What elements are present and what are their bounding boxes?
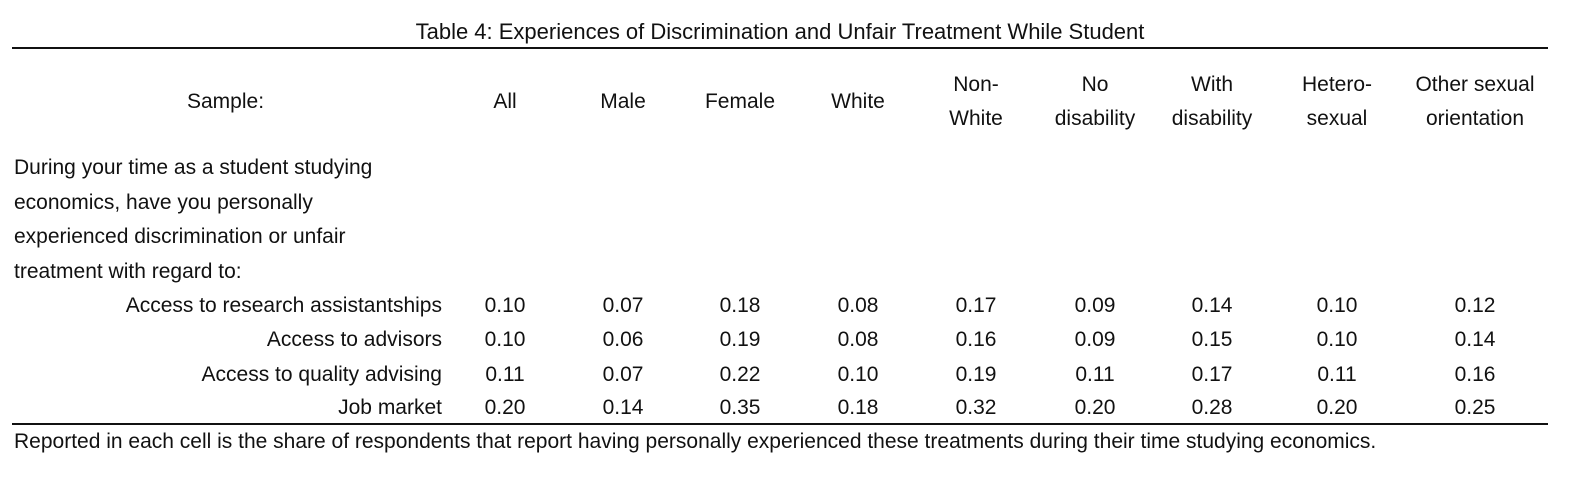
column-header-with-disability: With disability: [1157, 68, 1267, 136]
table-cell: 0.08: [837, 328, 879, 351]
column-header-line: Other sexual: [1415, 73, 1535, 96]
column-header-line: disability: [1054, 107, 1136, 130]
table-cell: 0.20: [1074, 396, 1116, 419]
column-header-line: Non-: [953, 73, 999, 96]
table-cell: 0.07: [602, 363, 644, 386]
column-header-line: Hetero-: [1301, 73, 1373, 96]
table-cell: 0.14: [1191, 294, 1233, 317]
table-cell: 0.18: [719, 294, 761, 317]
table-cell: 0.18: [837, 396, 879, 419]
column-header-line: White: [949, 107, 1003, 130]
question-line: treatment with regard to:: [14, 259, 242, 283]
question-line: experienced discrimination or unfair: [14, 225, 346, 248]
top-rule: [12, 47, 1548, 49]
table-cell: 0.15: [1191, 328, 1233, 351]
table-cell: 0.06: [602, 328, 644, 351]
question-line: During your time as a student studying: [14, 156, 373, 179]
column-header-all: All: [465, 85, 545, 119]
column-header-line: Male: [600, 90, 646, 113]
bottom-rule: [12, 423, 1548, 425]
column-header-no-disability: No disability: [1040, 68, 1150, 136]
table-cell: 0.19: [955, 363, 997, 386]
table-cell: 0.10: [1316, 294, 1358, 317]
table-cell: 0.20: [484, 396, 526, 419]
table-cell: 0.11: [1317, 363, 1357, 386]
row-label-job-market: Job market: [338, 396, 442, 419]
column-header-line: All: [493, 90, 517, 113]
table-cell: 0.17: [1191, 363, 1233, 386]
column-header-other-sexual-orientation: Other sexual orientation: [1400, 68, 1550, 136]
table-cell: 0.10: [1316, 328, 1358, 351]
row-label-research-assistantships: Access to research assistantships: [125, 294, 442, 317]
column-header-heterosexual: Hetero- sexual: [1282, 68, 1392, 136]
column-header-line: No: [1081, 73, 1109, 96]
column-header-line: White: [831, 90, 885, 113]
column-header-female: Female: [700, 85, 780, 119]
column-header-line: Female: [704, 90, 776, 113]
table-cell: 0.11: [485, 363, 525, 386]
row-label-advisors: Access to advisors: [266, 328, 442, 351]
column-header-white: White: [818, 85, 898, 119]
table-cell: 0.08: [837, 294, 879, 317]
table-cell: 0.28: [1191, 396, 1233, 419]
table-cell: 0.11: [1075, 363, 1115, 386]
table-cell: 0.10: [837, 363, 879, 386]
table-cell: 0.10: [484, 328, 526, 351]
table-cell: 0.22: [719, 363, 761, 386]
table-cell: 0.12: [1454, 294, 1496, 317]
table-title: Table 4: Experiences of Discrimination a…: [415, 19, 1145, 44]
table-cell: 0.16: [1454, 363, 1496, 386]
column-header-line: orientation: [1425, 107, 1525, 130]
table-cell: 0.07: [602, 294, 644, 317]
table-cell: 0.14: [1454, 328, 1496, 351]
column-header-non-white: Non- White: [931, 68, 1021, 136]
table-cell: 0.35: [719, 396, 761, 419]
column-header-male: Male: [583, 85, 663, 119]
question-text: During your time as a student studying e…: [14, 151, 454, 289]
table-cell: 0.25: [1454, 396, 1496, 419]
table-cell: 0.20: [1316, 396, 1358, 419]
table-cell: 0.17: [955, 294, 997, 317]
table-cell: 0.32: [955, 396, 997, 419]
column-header-line: With: [1191, 73, 1233, 96]
table-cell: 0.19: [719, 328, 761, 351]
row-label-quality-advising: Access to quality advising: [201, 363, 442, 386]
table-cell: 0.10: [484, 294, 526, 317]
table-cell: 0.09: [1074, 294, 1116, 317]
sample-label: Sample:: [187, 90, 265, 113]
question-line: economics, have you personally: [14, 190, 313, 214]
column-header-line: sexual: [1306, 107, 1368, 130]
table-cell: 0.14: [602, 396, 644, 419]
column-header-line: disability: [1171, 107, 1253, 130]
table-note: Reported in each cell is the share of re…: [14, 430, 1377, 453]
table-cell: 0.16: [955, 328, 997, 351]
table-cell: 0.09: [1074, 328, 1116, 351]
